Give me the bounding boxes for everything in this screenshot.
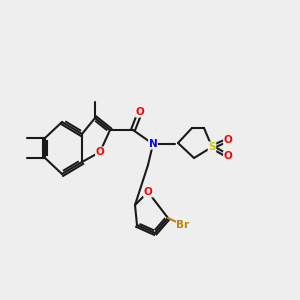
Text: S: S: [208, 142, 216, 152]
Text: N: N: [148, 139, 158, 149]
Text: O: O: [144, 187, 152, 197]
Text: O: O: [136, 107, 144, 117]
Text: Br: Br: [176, 220, 190, 230]
Text: O: O: [96, 147, 104, 157]
Text: O: O: [224, 135, 232, 145]
Text: O: O: [224, 151, 232, 161]
